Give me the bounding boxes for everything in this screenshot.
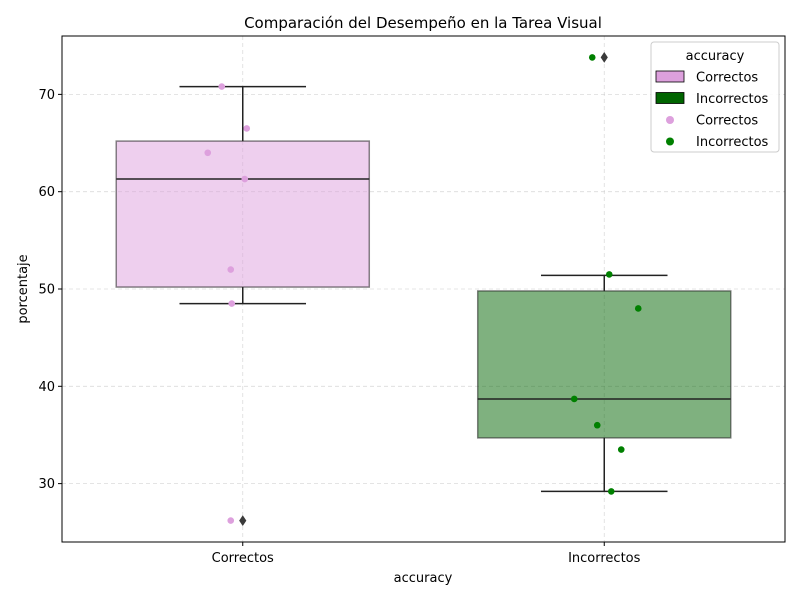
data-point [634, 305, 642, 312]
x-tick-label: Correctos [212, 551, 274, 566]
legend-point-swatch [666, 116, 674, 124]
y-axis: 30 40 50 60 70 [38, 88, 62, 492]
legend-box-swatch [655, 70, 685, 83]
chart-title: Comparación del Desempeño en la Tarea Vi… [244, 14, 602, 32]
data-point [241, 175, 249, 183]
legend-label: Correctos [696, 114, 758, 129]
data-point [588, 54, 596, 61]
box-correctos [115, 85, 371, 526]
y-tick-label: 60 [38, 185, 55, 200]
data-point [204, 149, 212, 157]
data-point [228, 300, 236, 307]
legend-box-swatch [655, 92, 685, 104]
data-point [607, 488, 615, 495]
y-tick-label: 70 [38, 88, 55, 103]
box-iqr [476, 290, 732, 439]
legend-title: accuracy [686, 49, 745, 64]
points-layer [204, 54, 642, 524]
legend: accuracy Correctos Incorrectos Correctos Inc… [650, 41, 780, 153]
legend-label: Incorrectos [696, 135, 769, 150]
y-axis-label: porcentaje [16, 254, 31, 323]
outlier-marker [600, 52, 608, 63]
box-iqr [115, 140, 371, 288]
y-tick-label: 50 [38, 283, 55, 298]
x-axis: Correctos Incorrectos [212, 542, 641, 566]
outlier-marker [239, 515, 247, 526]
data-point [218, 83, 226, 90]
y-tick-label: 40 [38, 380, 55, 395]
data-point [227, 517, 235, 524]
x-tick-label: Incorrectos [568, 551, 641, 566]
legend-frame [650, 41, 780, 153]
data-point [227, 266, 235, 273]
data-point [605, 271, 613, 278]
legend-label: Incorrectos [696, 92, 769, 107]
legend-label: Correctos [696, 71, 758, 86]
data-point [243, 125, 251, 132]
data-point [593, 421, 601, 429]
data-point [570, 395, 578, 403]
y-tick-label: 30 [38, 477, 55, 492]
data-point [617, 446, 625, 453]
box-layer [115, 52, 732, 526]
x-axis-label: accuracy [394, 571, 453, 586]
box-incorrectos [476, 52, 732, 493]
legend-point-swatch [666, 137, 674, 146]
